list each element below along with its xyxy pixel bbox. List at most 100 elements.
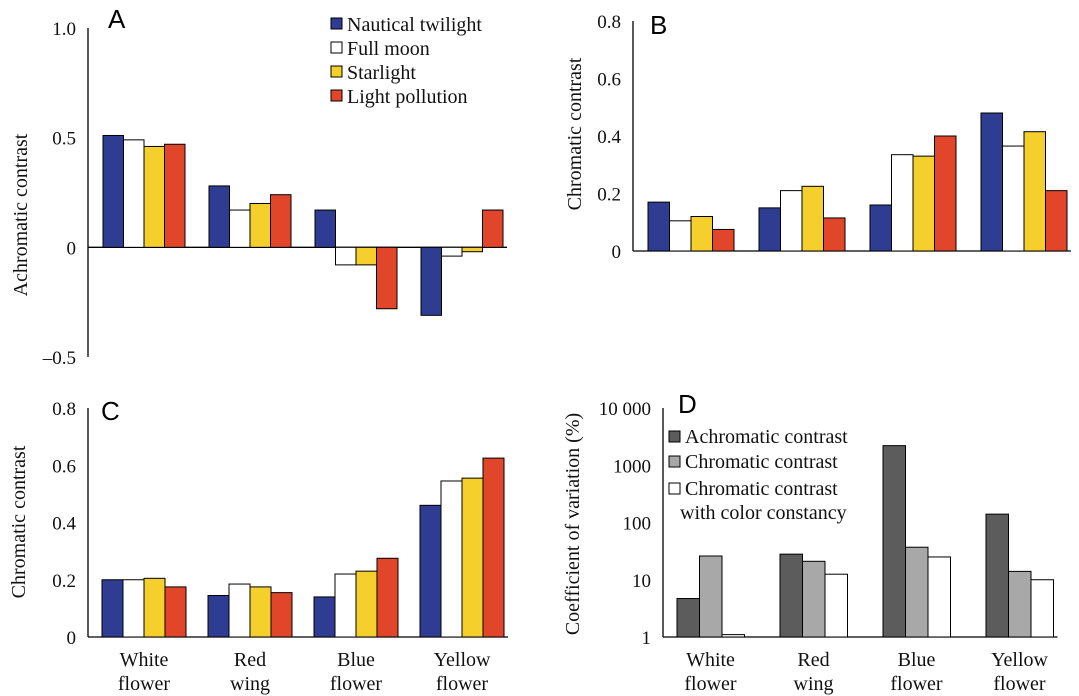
panel-c-category-label: Red — [234, 649, 266, 671]
panel-d-bar — [1008, 570, 1032, 638]
panel-a: A Achromatic contrast 1.0 0.5 0 –0.5 Nautic… — [10, 4, 507, 369]
panel-b-tick-label: 0.4 — [597, 127, 621, 148]
panel-c-bar — [207, 594, 230, 638]
legend-swatch — [330, 65, 343, 78]
panel-c-bar — [270, 592, 293, 638]
panel-a-bar — [355, 246, 377, 266]
panel-b-label: B — [650, 10, 667, 40]
panel-a-tick-label: –0.5 — [42, 348, 76, 369]
panel-c-bar — [143, 577, 166, 638]
panel-d-bar — [779, 553, 803, 638]
panel-d-category-label: wing — [794, 673, 834, 695]
panel-c-bar — [482, 457, 505, 638]
panel-d-legend: Achromatic contrast Chromatic contrast Chr… — [668, 426, 848, 524]
panel-d-category-label: Blue — [898, 649, 936, 671]
panel-c-bar — [313, 596, 336, 638]
panel-d-bar — [927, 556, 951, 638]
panel-b-bar — [934, 135, 957, 252]
panel-c-bar — [440, 480, 463, 638]
panel-a-bars — [102, 134, 504, 316]
panel-c-bars — [101, 457, 505, 638]
legend-label: Light pollution — [347, 86, 468, 108]
panel-b-bar — [823, 217, 846, 252]
legend-swatch — [668, 455, 681, 468]
panel-d-tick-label: 1000 — [613, 456, 651, 477]
panel-a-bar — [441, 246, 463, 257]
panel-b-tick-label: 0.2 — [597, 185, 621, 206]
panel-c-tick-label: 0.2 — [52, 571, 76, 592]
panel-b-bar — [647, 201, 670, 252]
panel-b-bar — [1023, 131, 1046, 252]
panel-c-bar — [122, 579, 145, 638]
panel-c-tick-label: 0.8 — [52, 399, 76, 420]
legend-swatch — [668, 430, 681, 443]
panel-c-category-label: Blue — [337, 649, 375, 671]
panel-c: C Chromatic contrast 0.8 0.6 0.4 0.2 0 White… — [8, 396, 508, 695]
legend-label: with color constancy — [680, 502, 847, 524]
panel-c-category-label: flower — [118, 673, 171, 695]
panel-c-tick-label: 0.4 — [52, 514, 76, 535]
panel-a-tick-label: 1.0 — [52, 19, 76, 40]
panel-d-category-label: White — [686, 649, 735, 671]
panel-d-bar — [699, 555, 723, 638]
panel-c-ylabel: Chromatic contrast — [8, 445, 30, 598]
panel-b-bars — [647, 112, 1068, 252]
panel-a-bar — [102, 134, 124, 248]
panel-c-bar — [228, 583, 251, 638]
panel-c-bar — [419, 504, 442, 638]
panel-b-bar — [690, 216, 713, 252]
panel-d-bar — [676, 598, 700, 638]
panel-b-bar — [712, 228, 735, 252]
panel-b-bar — [758, 207, 781, 252]
panel-d-category-label: flower — [684, 673, 737, 695]
panel-d-bar — [1030, 579, 1054, 638]
panel-d: D Coefficient of variation (%) 10 000 100… — [562, 389, 1058, 695]
panel-a-bar — [229, 209, 251, 248]
panel-c-category-label: flower — [330, 673, 383, 695]
panel-c-label: C — [101, 396, 120, 426]
panel-d-bar — [905, 546, 929, 638]
panel-b-bar — [1002, 145, 1025, 252]
legend-label: Starlight — [347, 62, 416, 84]
panel-d-tick-label: 100 — [623, 514, 652, 535]
panel-d-bar — [882, 445, 906, 638]
panel-d-bars — [676, 445, 1054, 638]
panel-a-bar — [461, 246, 483, 253]
panel-a-bar — [482, 209, 504, 248]
legend-label: Achromatic contrast — [685, 426, 848, 448]
panel-b-ylabel: Chromatic contrast — [564, 57, 586, 210]
panel-a-bar — [249, 202, 271, 248]
panel-d-bar — [802, 560, 826, 638]
legend-swatch — [330, 41, 343, 54]
legend-swatch — [668, 482, 681, 495]
panel-a-bar — [123, 139, 145, 248]
panel-c-category-label: wing — [230, 673, 270, 695]
panel-a-bar — [270, 194, 292, 248]
panel-c-bar — [376, 557, 399, 638]
panel-b-bar — [869, 204, 892, 252]
panel-c-bar — [334, 573, 357, 638]
panel-a-tick-label: 0.5 — [52, 129, 76, 150]
legend-label: Chromatic contrast — [685, 478, 838, 500]
panel-b-bar — [891, 154, 914, 252]
panel-a-ylabel: Achromatic contrast — [10, 133, 32, 296]
panel-c-category-label: White — [120, 649, 169, 671]
panel-b-tick-label: 0.6 — [597, 70, 621, 91]
legend-label: Nautical twilight — [347, 14, 482, 36]
panel-d-tick-label: 10 000 — [599, 399, 651, 420]
panel-d-tick-label: 1 — [642, 628, 652, 649]
panel-c-bar — [164, 586, 187, 638]
panel-d-label: D — [678, 389, 697, 419]
panel-d-category-label: flower — [890, 673, 943, 695]
legend-label: Chromatic contrast — [685, 451, 838, 473]
panel-c-bar — [249, 586, 272, 638]
panel-c-bar — [355, 570, 378, 638]
panel-a-bar — [420, 246, 442, 316]
panel-a-bar — [164, 143, 186, 248]
legend-swatch — [330, 89, 343, 102]
panel-d-ylabel: Coefficient of variation (%) — [562, 413, 584, 635]
panel-d-tick-label: 10 — [632, 571, 651, 592]
